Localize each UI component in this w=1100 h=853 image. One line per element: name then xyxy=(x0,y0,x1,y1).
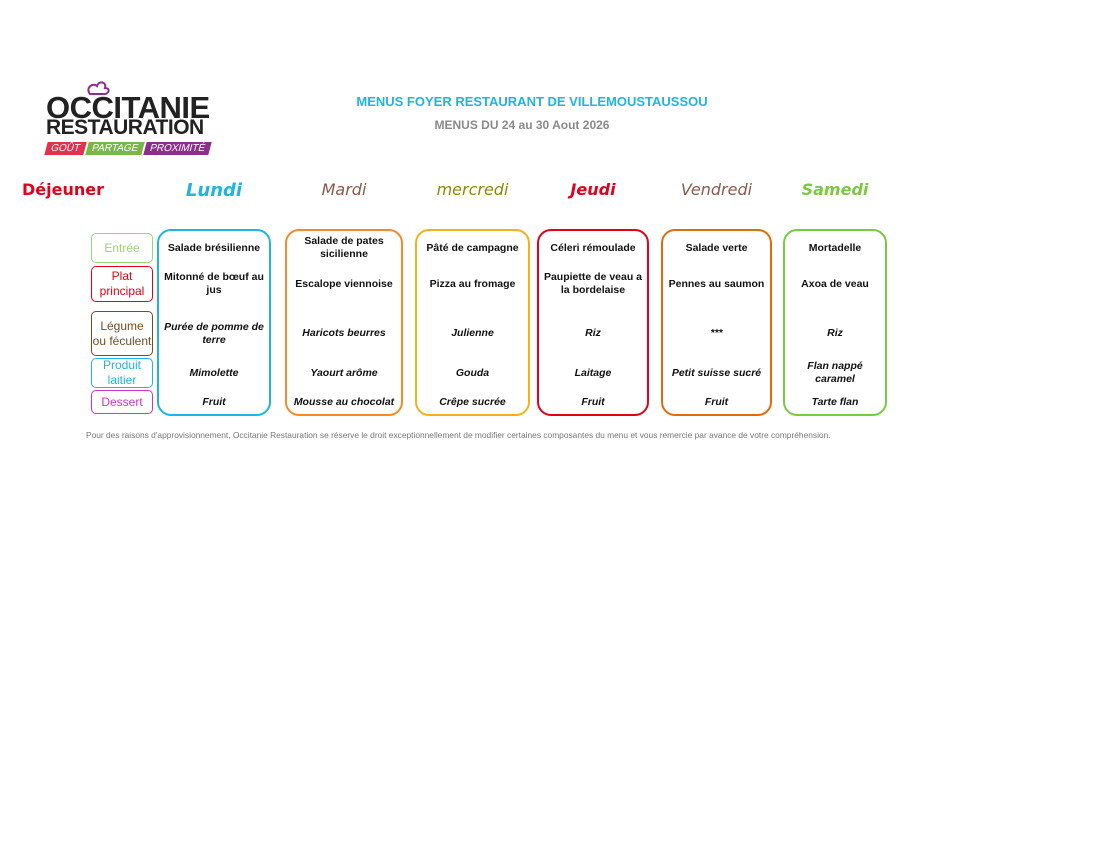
day-column xyxy=(783,229,887,416)
menu-item: Haricots beurres xyxy=(302,327,386,339)
menu-item: Gouda xyxy=(455,366,490,379)
logo-line1: OCCITANIE xyxy=(46,90,210,125)
menu-item: Pâté de campagne xyxy=(426,241,519,254)
day-column xyxy=(415,229,530,416)
menu-item: Pizza au fromage xyxy=(429,277,516,290)
menu-item: Salade de pates sicilienne xyxy=(304,235,384,260)
menu-item: Salade verte xyxy=(685,241,748,254)
menu-item: Mortadelle xyxy=(808,241,862,254)
day-name: Jeudi xyxy=(570,180,616,199)
day-name: Lundi xyxy=(185,180,243,201)
menu-item: Yaourt arôme xyxy=(310,366,378,379)
menu-item: Mitonné de bœuf au jus xyxy=(164,271,264,296)
menu-item: Laitage xyxy=(574,366,612,379)
logo-tags: GOÛT PARTAGE PROXIMITÉ xyxy=(44,142,212,155)
menu-item: Fruit xyxy=(581,395,605,408)
logo-tag: PARTAGE xyxy=(85,142,145,155)
menu-item: *** xyxy=(710,327,723,339)
menu-item: Pennes au saumon xyxy=(668,277,765,290)
day-column xyxy=(661,229,772,416)
category-label: Légume ou féculent xyxy=(91,311,153,356)
day-name: Samedi xyxy=(801,180,869,199)
menu-item: Axoa de veau xyxy=(801,277,869,290)
logo-tag: PROXIMITÉ xyxy=(143,142,212,155)
subtitle: MENUS DU 24 au 30 Aout 2026 xyxy=(434,118,610,132)
day-column xyxy=(157,229,271,416)
menu-item: Salade brésilienne xyxy=(167,241,261,254)
menu-item: Mousse au chocolat xyxy=(293,395,395,408)
menu-item: Crêpe sucrée xyxy=(439,395,506,408)
menu-item: Purée de pomme de terre xyxy=(164,320,264,346)
menu-item: Céleri rémoulade xyxy=(550,241,636,254)
category-label: Entrée xyxy=(91,233,153,263)
day-column xyxy=(285,229,403,416)
logo-tag: GOÛT xyxy=(44,142,87,155)
category-label: Plat principal xyxy=(91,266,153,302)
menu-item: Julienne xyxy=(451,327,494,339)
menu-item: Fruit xyxy=(202,395,226,408)
menu-item: Escalope viennoise xyxy=(295,277,393,290)
logo-line2: RESTAURATION xyxy=(46,116,204,139)
menu-item: Riz xyxy=(585,327,601,339)
category-label: Produit laitier xyxy=(91,358,153,388)
menu-item: Petit suisse sucré xyxy=(671,366,762,379)
day-name: mercredi xyxy=(436,180,509,199)
menu-item: Riz xyxy=(827,327,843,339)
meal-label: Déjeuner xyxy=(22,180,104,199)
menu-item: Paupiette de veau a la bordelaise xyxy=(543,271,643,296)
day-column xyxy=(537,229,649,416)
menu-item: Fruit xyxy=(704,395,729,408)
logo-icon xyxy=(87,81,110,96)
day-name: Vendredi xyxy=(680,180,753,199)
menu-item: Flan nappé caramel xyxy=(807,360,863,385)
menu-item: Tarte flan xyxy=(811,395,859,408)
category-label: Dessert xyxy=(91,390,153,414)
menu-item: Mimolette xyxy=(189,366,239,379)
title: MENUS FOYER RESTAURANT DE VILLEMOUSTAUSS… xyxy=(356,94,708,109)
footer-note: Pour des raisons d'approvisionnement, Oc… xyxy=(86,430,831,440)
day-name: Mardi xyxy=(321,180,367,199)
